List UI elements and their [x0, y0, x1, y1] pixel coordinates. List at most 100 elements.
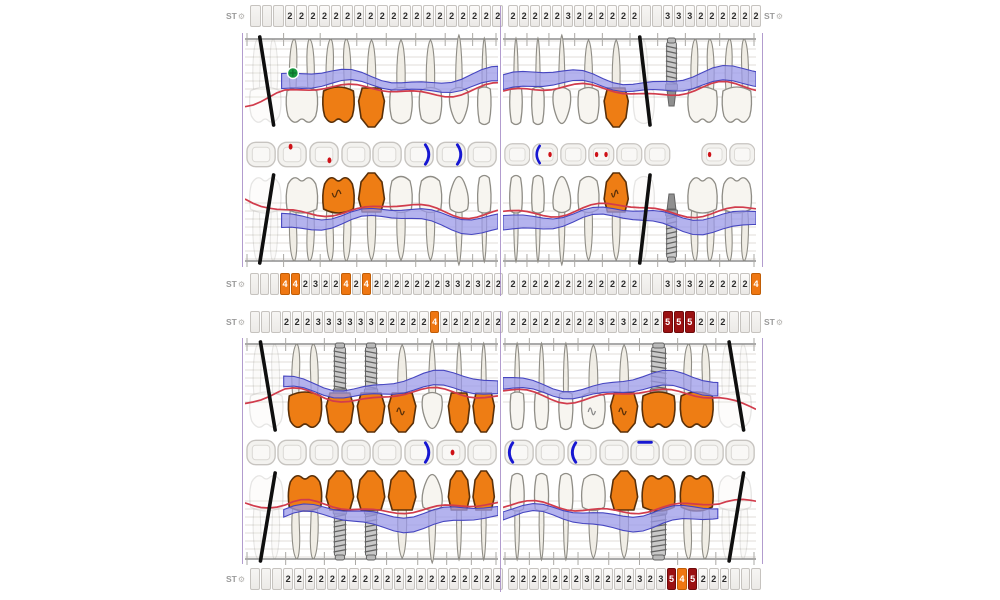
- st-cell[interactable]: 2: [739, 273, 751, 295]
- st-cell[interactable]: [261, 568, 272, 590]
- st-cell[interactable]: [751, 311, 762, 333]
- st-cell[interactable]: 2: [327, 568, 338, 590]
- st-cell[interactable]: [730, 568, 740, 590]
- st-cell[interactable]: 4: [751, 273, 762, 295]
- occlusal-icon[interactable]: [630, 439, 662, 466]
- st-cell[interactable]: 2: [717, 5, 728, 27]
- st-cell[interactable]: 3: [582, 568, 592, 590]
- st-cell[interactable]: 2: [751, 5, 762, 27]
- tooth-crown-premolar[interactable]: [357, 172, 386, 261]
- st-cell[interactable]: 2: [483, 273, 493, 295]
- st-cell[interactable]: 2: [422, 273, 432, 295]
- st-cell[interactable]: [740, 568, 751, 590]
- st-cell[interactable]: 2: [404, 568, 415, 590]
- st-cell[interactable]: 2: [695, 273, 706, 295]
- occlusal-icon[interactable]: [587, 141, 615, 168]
- st-cell[interactable]: 2: [492, 5, 504, 27]
- occlusal-icon[interactable]: [340, 439, 372, 466]
- st-cell[interactable]: [250, 273, 260, 295]
- st-cell[interactable]: 3: [345, 311, 355, 333]
- tooth-crown-molar[interactable]: [287, 474, 323, 560]
- st-cell[interactable]: 2: [360, 568, 371, 590]
- st-cell[interactable]: 2: [342, 5, 353, 27]
- st-cell[interactable]: 2: [607, 273, 618, 295]
- st-cell[interactable]: 3: [334, 311, 345, 333]
- occlusal-icon[interactable]: [559, 141, 587, 168]
- st-cell[interactable]: 2: [461, 311, 472, 333]
- occlusal-icon[interactable]: [340, 141, 372, 168]
- st-cell[interactable]: 2: [563, 311, 574, 333]
- st-cell[interactable]: [751, 568, 761, 590]
- st-cell[interactable]: [260, 273, 270, 295]
- occlusal-icon[interactable]: [372, 439, 404, 466]
- occlusal-icon[interactable]: [277, 439, 309, 466]
- st-cell[interactable]: 2: [596, 273, 607, 295]
- st-cell[interactable]: 2: [426, 568, 437, 590]
- st-cell[interactable]: 3: [656, 568, 666, 590]
- occlusal-icon[interactable]: [372, 141, 404, 168]
- occlusal-icon[interactable]: [403, 141, 435, 168]
- st-cell[interactable]: 2: [530, 311, 541, 333]
- st-cell[interactable]: 2: [717, 311, 728, 333]
- st-cell[interactable]: [640, 5, 651, 27]
- st-cell[interactable]: 2: [607, 5, 618, 27]
- st-cell[interactable]: 2: [508, 273, 519, 295]
- st-cell[interactable]: 2: [508, 311, 519, 333]
- st-cell[interactable]: 2: [398, 311, 408, 333]
- st-cell[interactable]: 2: [481, 568, 493, 590]
- st-cell[interactable]: 2: [574, 5, 585, 27]
- st-cell[interactable]: 2: [376, 311, 387, 333]
- st-cell[interactable]: 2: [698, 568, 708, 590]
- occlusal-icon[interactable]: [503, 141, 531, 168]
- st-cell[interactable]: 2: [629, 5, 640, 27]
- st-cell[interactable]: 3: [684, 273, 695, 295]
- tooth-crown-molar[interactable]: [679, 474, 714, 560]
- st-cell[interactable]: 2: [706, 5, 717, 27]
- st-cell[interactable]: 2: [618, 5, 629, 27]
- st-cell[interactable]: 2: [706, 273, 717, 295]
- st-cell[interactable]: 2: [319, 5, 330, 27]
- st-cell[interactable]: 2: [624, 568, 634, 590]
- occlusal-icon[interactable]: [308, 439, 340, 466]
- st-cell[interactable]: 3: [634, 568, 645, 590]
- occlusal-icon[interactable]: [435, 439, 467, 466]
- st-cell[interactable]: 2: [571, 568, 582, 590]
- st-cell[interactable]: 2: [448, 568, 459, 590]
- st-cell[interactable]: 2: [493, 273, 503, 295]
- st-cell[interactable]: 2: [292, 311, 302, 333]
- st-cell[interactable]: 2: [382, 568, 393, 590]
- tooth-crown-molar[interactable]: [321, 176, 355, 262]
- st-cell[interactable]: 4: [677, 568, 687, 590]
- st-cell[interactable]: 2: [493, 311, 503, 333]
- st-cell[interactable]: 3: [618, 311, 629, 333]
- st-cell[interactable]: 2: [629, 311, 640, 333]
- st-cell[interactable]: 2: [560, 568, 571, 590]
- st-cell[interactable]: 3: [673, 5, 684, 27]
- tooth-crown-premolar[interactable]: [387, 470, 417, 559]
- st-cell[interactable]: 2: [284, 5, 296, 27]
- st-cell[interactable]: 3: [563, 5, 574, 27]
- tooth-crown-incisor[interactable]: [472, 470, 496, 562]
- st-cell[interactable]: 2: [530, 273, 541, 295]
- tooth-normal-molar[interactable]: [285, 177, 319, 262]
- occlusal-icon[interactable]: [724, 439, 756, 466]
- st-cell[interactable]: [250, 311, 260, 333]
- st-cell[interactable]: 3: [662, 273, 673, 295]
- st-cell[interactable]: 2: [440, 311, 450, 333]
- st-cell[interactable]: 2: [388, 5, 400, 27]
- st-cell[interactable]: 2: [463, 273, 473, 295]
- st-cell[interactable]: 2: [519, 273, 530, 295]
- occlusal-icon[interactable]: [700, 141, 728, 168]
- tooth-implant-crown-premolar[interactable]: [356, 342, 386, 433]
- st-cell[interactable]: 5: [684, 311, 695, 333]
- st-cell[interactable]: 2: [607, 311, 618, 333]
- st-cell[interactable]: 4: [429, 311, 440, 333]
- st-cell[interactable]: 4: [290, 273, 300, 295]
- st-cell[interactable]: 2: [519, 5, 530, 27]
- st-cell[interactable]: 2: [574, 311, 585, 333]
- st-cell[interactable]: 2: [316, 568, 327, 590]
- st-cell[interactable]: [260, 311, 271, 333]
- st-cell[interactable]: 2: [585, 311, 596, 333]
- st-cell[interactable]: 2: [640, 311, 651, 333]
- st-cell[interactable]: 2: [493, 568, 504, 590]
